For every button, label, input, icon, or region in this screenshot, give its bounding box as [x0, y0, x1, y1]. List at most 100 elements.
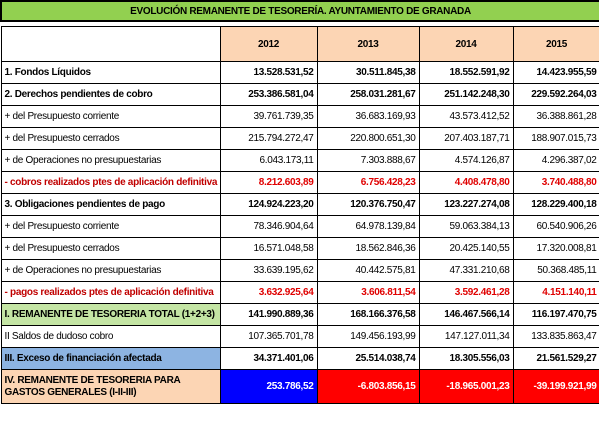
value-cell: 21.561.529,27: [512, 347, 599, 370]
value-cell: 6.756.428,23: [316, 171, 420, 194]
table-row: + del Presupuesto corriente 39.761.739,35…: [0, 105, 599, 128]
row-label: + del Presupuesto cerrados: [0, 127, 221, 150]
value-cell: 13.528.531,52: [219, 61, 318, 84]
value-cell: 147.127.011,34: [418, 325, 514, 348]
table-title: EVOLUCIÓN REMANENTE DE TESORERÍA. AYUNTA…: [0, 0, 599, 22]
value-cell: 116.197.470,75: [512, 303, 599, 326]
value-cell: 3.592.461,28: [418, 281, 514, 304]
value-cell: 128.229.400,18: [512, 193, 599, 216]
value-cell: 43.573.412,52: [418, 105, 514, 128]
value-cell: 4.296.387,02: [512, 149, 599, 172]
year-header: 2015: [512, 26, 599, 62]
value-cell: 4.574.126,87: [418, 149, 514, 172]
year-header: 2013: [316, 26, 420, 62]
value-cell: 20.425.140,55: [418, 237, 514, 260]
value-cell: -6.803.856,15: [316, 369, 420, 404]
table-row: 1. Fondos Líquidos 13.528.531,52 30.511.84…: [0, 61, 599, 84]
row-label: + del Presupuesto corriente: [0, 105, 221, 128]
value-cell: 107.365.701,78: [219, 325, 318, 348]
remanente-table: EVOLUCIÓN REMANENTE DE TESORERÍA. AYUNTA…: [0, 0, 599, 404]
value-cell: -18.965.001,23: [418, 369, 514, 404]
title-row: EVOLUCIÓN REMANENTE DE TESORERÍA. AYUNTA…: [0, 0, 599, 22]
value-cell: 33.639.195,62: [219, 259, 318, 282]
value-cell: 146.467.566,14: [418, 303, 514, 326]
value-cell: 47.331.210,68: [418, 259, 514, 282]
value-cell: 14.423.955,59: [512, 61, 599, 84]
value-cell: 133.835.863,47: [512, 325, 599, 348]
table-row: 3. Obligaciones pendientes de pago 124.92…: [0, 193, 599, 216]
table-row: + del Presupuesto cerrados 16.571.048,58 1…: [0, 237, 599, 260]
row-label: III. Exceso de financiación afectada: [0, 347, 221, 370]
value-cell: 17.320.008,81: [512, 237, 599, 260]
table-row: III. Exceso de financiación afectada 34.3…: [0, 347, 599, 370]
value-cell: 4.151.140,11: [512, 281, 599, 304]
row-label: 1. Fondos Líquidos: [0, 61, 221, 84]
row-label: + de Operaciones no presupuestarias: [0, 259, 221, 282]
value-cell: 149.456.193,99: [316, 325, 420, 348]
value-cell: 253.386.581,04: [219, 83, 318, 106]
value-cell: 4.408.478,80: [418, 171, 514, 194]
value-cell: 16.571.048,58: [219, 237, 318, 260]
table-body: EVOLUCIÓN REMANENTE DE TESORERÍA. AYUNTA…: [0, 0, 599, 404]
value-cell: 168.166.376,58: [316, 303, 420, 326]
value-cell: 39.761.739,35: [219, 105, 318, 128]
row-label: + del Presupuesto corriente: [0, 215, 221, 238]
table-row: - pagos realizados ptes de aplicación de…: [0, 281, 599, 304]
value-cell: 3.606.811,54: [316, 281, 420, 304]
value-cell: 3.740.488,80: [512, 171, 599, 194]
value-cell: 18.305.556,03: [418, 347, 514, 370]
value-cell: 220.800.651,30: [316, 127, 420, 150]
row-label: I. REMANENTE DE TESORERIA TOTAL (1+2+3): [0, 303, 221, 326]
year-header: 2012: [219, 26, 318, 62]
value-cell: 60.540.906,26: [512, 215, 599, 238]
row-label: - cobros realizados ptes de aplicación d…: [0, 171, 221, 194]
value-cell: 124.924.223,20: [219, 193, 318, 216]
value-cell: 207.403.187,71: [418, 127, 514, 150]
table-row: - cobros realizados ptes de aplicación d…: [0, 171, 599, 194]
table-row: + del Presupuesto corriente 78.346.904,64…: [0, 215, 599, 238]
table-row: 2. Derechos pendientes de cobro 253.386.5…: [0, 83, 599, 106]
value-cell: 123.227.274,08: [418, 193, 514, 216]
value-cell: 188.907.015,73: [512, 127, 599, 150]
value-cell: 50.368.485,11: [512, 259, 599, 282]
value-cell: 64.978.139,84: [316, 215, 420, 238]
value-cell: 7.303.888,67: [316, 149, 420, 172]
row-label: IV. REMANENTE DE TESORERIA PARA GASTOS G…: [0, 369, 221, 404]
table-row: + del Presupuesto cerrados 215.794.272,47…: [0, 127, 599, 150]
row-label: + de Operaciones no presupuestarias: [0, 149, 221, 172]
value-cell: 36.388.861,28: [512, 105, 599, 128]
value-cell: 18.562.846,36: [316, 237, 420, 260]
header-row: 2012 2013 2014 2015: [0, 26, 599, 62]
value-cell: 8.212.603,89: [219, 171, 318, 194]
value-cell: 34.371.401,06: [219, 347, 318, 370]
value-cell: 120.376.750,47: [316, 193, 420, 216]
value-cell: 3.632.925,64: [219, 281, 318, 304]
value-cell: -39.199.921,99: [512, 369, 599, 404]
value-cell: 258.031.281,67: [316, 83, 420, 106]
value-cell: 229.592.264,03: [512, 83, 599, 106]
value-cell: 78.346.904,64: [219, 215, 318, 238]
row-label: 3. Obligaciones pendientes de pago: [0, 193, 221, 216]
value-cell: 18.552.591,92: [418, 61, 514, 84]
table-row: I. REMANENTE DE TESORERIA TOTAL (1+2+3) 1…: [0, 303, 599, 326]
value-cell: 30.511.845,38: [316, 61, 420, 84]
value-cell: 25.514.038,74: [316, 347, 420, 370]
value-cell: 36.683.169,93: [316, 105, 420, 128]
value-cell: 141.990.889,36: [219, 303, 318, 326]
value-cell: 6.043.173,11: [219, 149, 318, 172]
value-cell: 215.794.272,47: [219, 127, 318, 150]
year-header: 2014: [418, 26, 514, 62]
table-row: + de Operaciones no presupuestarias 33.63…: [0, 259, 599, 282]
table-row: II Saldos de dudoso cobro 107.365.701,78 1…: [0, 325, 599, 348]
table-row: IV. REMANENTE DE TESORERIA PARA GASTOS G…: [0, 369, 599, 404]
row-label: 2. Derechos pendientes de cobro: [0, 83, 221, 106]
value-cell: 40.442.575,81: [316, 259, 420, 282]
row-label: II Saldos de dudoso cobro: [0, 325, 221, 348]
row-label: - pagos realizados ptes de aplicación de…: [0, 281, 221, 304]
value-cell: 59.063.384,13: [418, 215, 514, 238]
value-cell: 253.786,52: [219, 369, 318, 404]
row-label: + del Presupuesto cerrados: [0, 237, 221, 260]
value-cell: 251.142.248,30: [418, 83, 514, 106]
header-blank: [0, 26, 221, 62]
